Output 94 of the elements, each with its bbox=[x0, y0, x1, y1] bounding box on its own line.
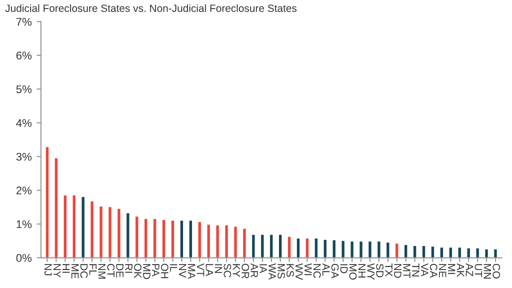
x-tick-label: NY bbox=[54, 264, 61, 278]
bar bbox=[162, 220, 166, 258]
bar bbox=[360, 242, 362, 258]
y-tick-label: 5% bbox=[16, 85, 32, 94]
x-tick-label: DE bbox=[116, 264, 124, 278]
bar bbox=[54, 158, 58, 258]
x-tick-label: KY bbox=[232, 264, 240, 277]
x-tick-label: MA bbox=[188, 264, 196, 279]
bar bbox=[216, 225, 219, 258]
x-tick-label: FL bbox=[89, 264, 97, 276]
bar bbox=[108, 207, 112, 258]
x-tick-label: LA bbox=[206, 264, 214, 276]
x-tick-label: NH bbox=[358, 264, 366, 278]
x-tick-label: NC bbox=[313, 264, 321, 278]
bar bbox=[46, 147, 49, 258]
bar bbox=[171, 220, 174, 258]
bar bbox=[144, 218, 148, 258]
x-tick-label: MO bbox=[349, 264, 357, 280]
x-tick-label: OH bbox=[160, 264, 168, 278]
x-tick-label: RI bbox=[125, 264, 132, 273]
y-tick-label: 2% bbox=[16, 186, 32, 194]
x-tick-label: WY bbox=[367, 263, 374, 280]
x-tick-label: MT bbox=[403, 264, 410, 278]
x-tick-label: AL bbox=[322, 263, 330, 276]
bar bbox=[252, 234, 255, 258]
bar bbox=[64, 195, 67, 258]
x-tick-label: NM bbox=[98, 264, 106, 279]
x-tick-label: VT bbox=[196, 263, 204, 276]
bar bbox=[207, 224, 210, 258]
bar bbox=[225, 225, 228, 258]
bar bbox=[350, 242, 354, 258]
bar bbox=[90, 201, 94, 258]
bar bbox=[82, 197, 84, 258]
x-tick-label: MS bbox=[278, 264, 285, 278]
x-tick-label: DC bbox=[80, 264, 88, 278]
y-tick-label: 7% bbox=[16, 18, 32, 26]
x-tick-label: TN bbox=[412, 264, 420, 276]
x-tick-label: CO bbox=[492, 264, 500, 278]
x-tick-label: NV bbox=[179, 264, 186, 278]
x-tick-label: SD bbox=[376, 264, 384, 278]
x-tick-label: WI bbox=[304, 263, 312, 276]
x-tick-label: AK bbox=[456, 263, 464, 278]
bar bbox=[494, 249, 497, 258]
x-tick-label: PA bbox=[152, 264, 160, 276]
x-tick-label: OK bbox=[134, 264, 142, 278]
x-tick-label: CA bbox=[430, 264, 438, 278]
x-tick-label: SC bbox=[224, 264, 232, 278]
x-tick-label: ME bbox=[71, 264, 79, 278]
x-tick-label: GA bbox=[331, 264, 339, 278]
bar bbox=[136, 216, 138, 258]
bar bbox=[476, 248, 479, 258]
bar bbox=[126, 213, 130, 258]
bar bbox=[100, 206, 102, 258]
bar bbox=[332, 240, 336, 258]
x-tick-label: IA bbox=[260, 264, 267, 274]
y-tick-label: 3% bbox=[16, 152, 32, 161]
x-tick-label: OR bbox=[242, 264, 250, 278]
bar bbox=[342, 240, 344, 258]
bar bbox=[234, 226, 237, 258]
x-tick-label: MI bbox=[448, 264, 456, 274]
x-tick-label: HI bbox=[62, 264, 70, 273]
x-tick-label: MN bbox=[484, 264, 491, 279]
bar bbox=[189, 220, 192, 258]
bar bbox=[467, 248, 470, 258]
bar bbox=[72, 195, 76, 258]
x-tick-label: AR bbox=[250, 263, 258, 278]
bar bbox=[180, 220, 184, 258]
bar bbox=[198, 222, 201, 258]
x-tick-label: WV bbox=[296, 263, 303, 280]
y-tick-label: 1% bbox=[16, 220, 32, 228]
chart-title: Judicial Foreclosure States vs. Non-Judicial Foreclosure States bbox=[5, 4, 297, 12]
x-tick-label: KS bbox=[286, 264, 294, 277]
x-tick-label: AZ bbox=[466, 263, 474, 276]
x-tick-label: WA bbox=[268, 263, 276, 280]
y-tick-label: 4% bbox=[16, 119, 32, 127]
bar bbox=[368, 242, 372, 258]
x-tick-label: NE bbox=[439, 264, 446, 278]
bar bbox=[118, 208, 120, 258]
x-tick-label: IN bbox=[214, 264, 222, 273]
y-tick-label: 6% bbox=[16, 52, 32, 60]
bar bbox=[243, 228, 246, 258]
x-tick-label: MD bbox=[143, 264, 150, 280]
x-tick-label: ND bbox=[394, 264, 402, 278]
y-tick-label: 0% bbox=[16, 254, 32, 262]
bar bbox=[378, 242, 380, 258]
x-tick-label: ID bbox=[340, 264, 348, 274]
x-tick-label: TX bbox=[385, 264, 392, 276]
x-tick-label: VA bbox=[421, 263, 428, 276]
x-tick-label: IL bbox=[170, 264, 178, 272]
x-tick-label: UT bbox=[474, 264, 482, 277]
x-tick-label: CT bbox=[107, 264, 115, 277]
bar bbox=[485, 249, 488, 258]
bar bbox=[153, 218, 156, 258]
x-tick-label: NJ bbox=[44, 264, 52, 276]
